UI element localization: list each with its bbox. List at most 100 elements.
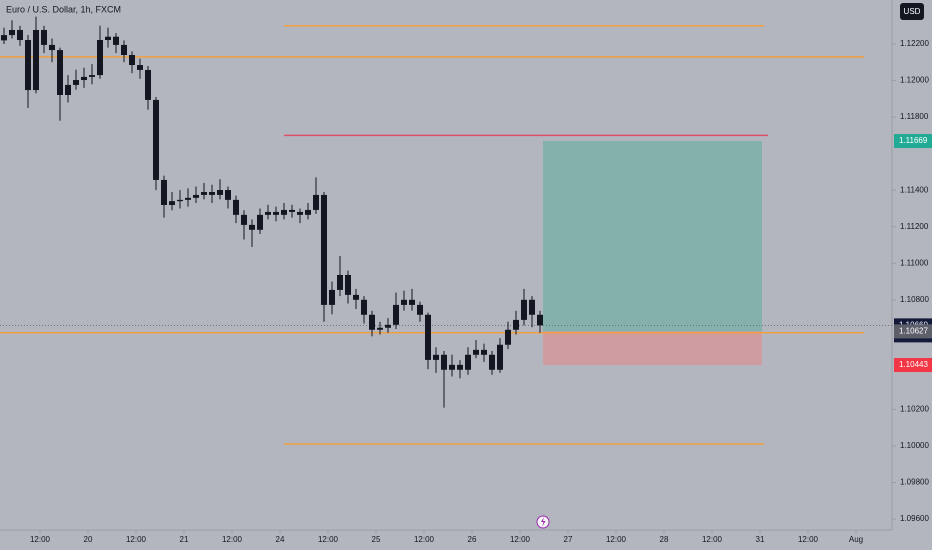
- price-label: 1.10443: [899, 360, 928, 369]
- candle-body: [497, 344, 503, 370]
- candle-body: [57, 50, 63, 96]
- candle-body: [241, 214, 247, 225]
- x-tick-label: 26: [468, 535, 477, 544]
- candle-body: [177, 199, 183, 202]
- candle-body: [217, 190, 223, 195]
- candle-body: [97, 40, 103, 76]
- y-tick-label: 1.11400: [900, 185, 929, 194]
- x-tick-label: 24: [276, 535, 285, 544]
- event-bolt: [541, 517, 546, 527]
- candle-body: [425, 314, 431, 360]
- candle-body: [137, 65, 143, 70]
- candle-body: [337, 274, 343, 290]
- price-label: 1.11669: [899, 136, 928, 145]
- currency-label[interactable]: USD: [904, 7, 921, 16]
- candle-body: [201, 192, 207, 195]
- candle-body: [393, 304, 399, 325]
- candle-body: [377, 327, 383, 330]
- candle-body: [65, 84, 71, 96]
- candle-body: [457, 364, 463, 370]
- candle-body: [321, 194, 327, 305]
- candle-body: [473, 349, 479, 355]
- y-tick-label: 1.11200: [900, 222, 929, 231]
- x-tick-label: 25: [372, 535, 381, 544]
- y-tick-label: 1.10000: [900, 441, 929, 450]
- x-tick-label: 21: [180, 535, 189, 544]
- candle-body: [353, 294, 359, 300]
- candle-body: [385, 324, 391, 328]
- x-tick-label: 12:00: [30, 535, 51, 544]
- candle-body: [505, 329, 511, 345]
- candle-body: [417, 304, 423, 315]
- y-tick-label: 1.12000: [900, 76, 929, 85]
- candle-body: [521, 299, 527, 320]
- x-tick-label: 20: [84, 535, 93, 544]
- candle-body: [1, 35, 7, 41]
- candle-body: [169, 201, 175, 205]
- candle-body: [129, 54, 135, 66]
- x-tick-label: 12:00: [414, 535, 435, 544]
- candle-body: [313, 194, 319, 210]
- candle-body: [401, 299, 407, 305]
- candle-body: [185, 197, 191, 200]
- candle-body: [361, 299, 367, 315]
- y-tick-label: 1.09800: [900, 478, 929, 487]
- candle-body: [273, 211, 279, 215]
- candle-body: [193, 194, 199, 198]
- x-tick-label: 31: [756, 535, 765, 544]
- candle-body: [233, 199, 239, 215]
- x-tick-label: 28: [660, 535, 669, 544]
- candle-body: [297, 211, 303, 215]
- price-label-bg: [894, 324, 932, 339]
- candle-body: [89, 75, 95, 77]
- candle-body: [265, 211, 271, 215]
- candle-body: [161, 179, 167, 205]
- candle-body: [73, 80, 79, 85]
- candle-body: [537, 314, 543, 326]
- x-tick-label: 12:00: [702, 535, 723, 544]
- candle-body: [433, 354, 439, 360]
- currency-button[interactable]: [900, 3, 924, 20]
- y-tick-label: 1.11800: [900, 112, 929, 121]
- x-tick-label: 12:00: [318, 535, 339, 544]
- y-tick-label: 1.09600: [900, 514, 929, 523]
- price-label: 1.10627: [899, 327, 928, 336]
- candle-body: [513, 319, 519, 330]
- candle-body: [281, 209, 287, 215]
- candle-body: [49, 44, 55, 51]
- candle-body: [305, 209, 311, 215]
- x-tick-label: 27: [564, 535, 573, 544]
- candle-body: [257, 214, 263, 230]
- candle-body: [489, 354, 495, 370]
- candle-body: [449, 364, 455, 370]
- candle-body: [329, 289, 335, 305]
- candle-body: [249, 224, 255, 230]
- candle-body: [465, 354, 471, 370]
- candle-body: [225, 190, 231, 200]
- x-tick-label: 12:00: [510, 535, 531, 544]
- profit-zone: [543, 141, 762, 332]
- candle-body: [121, 44, 127, 55]
- candle-body: [9, 29, 15, 36]
- candle-body: [113, 36, 119, 45]
- x-tick-label: 12:00: [126, 535, 147, 544]
- loss-zone: [543, 331, 762, 366]
- y-tick-label: 1.10200: [900, 405, 929, 414]
- candle-body: [81, 76, 87, 81]
- x-tick-label: 12:00: [222, 535, 243, 544]
- y-tick-label: 1.10800: [900, 295, 929, 304]
- x-tick-label: Aug: [849, 535, 863, 544]
- candle-body: [481, 349, 487, 355]
- candle-body: [25, 40, 31, 91]
- candle-body: [529, 299, 535, 315]
- x-tick-label: 12:00: [798, 535, 819, 544]
- candle-body: [33, 29, 39, 91]
- chart-title: Euro / U.S. Dollar, 1h, FXCM: [6, 4, 121, 14]
- candle-body: [441, 354, 447, 370]
- candle-body: [369, 314, 375, 330]
- candle-body: [153, 99, 159, 180]
- candle-body: [145, 69, 151, 100]
- candle-body: [209, 192, 215, 195]
